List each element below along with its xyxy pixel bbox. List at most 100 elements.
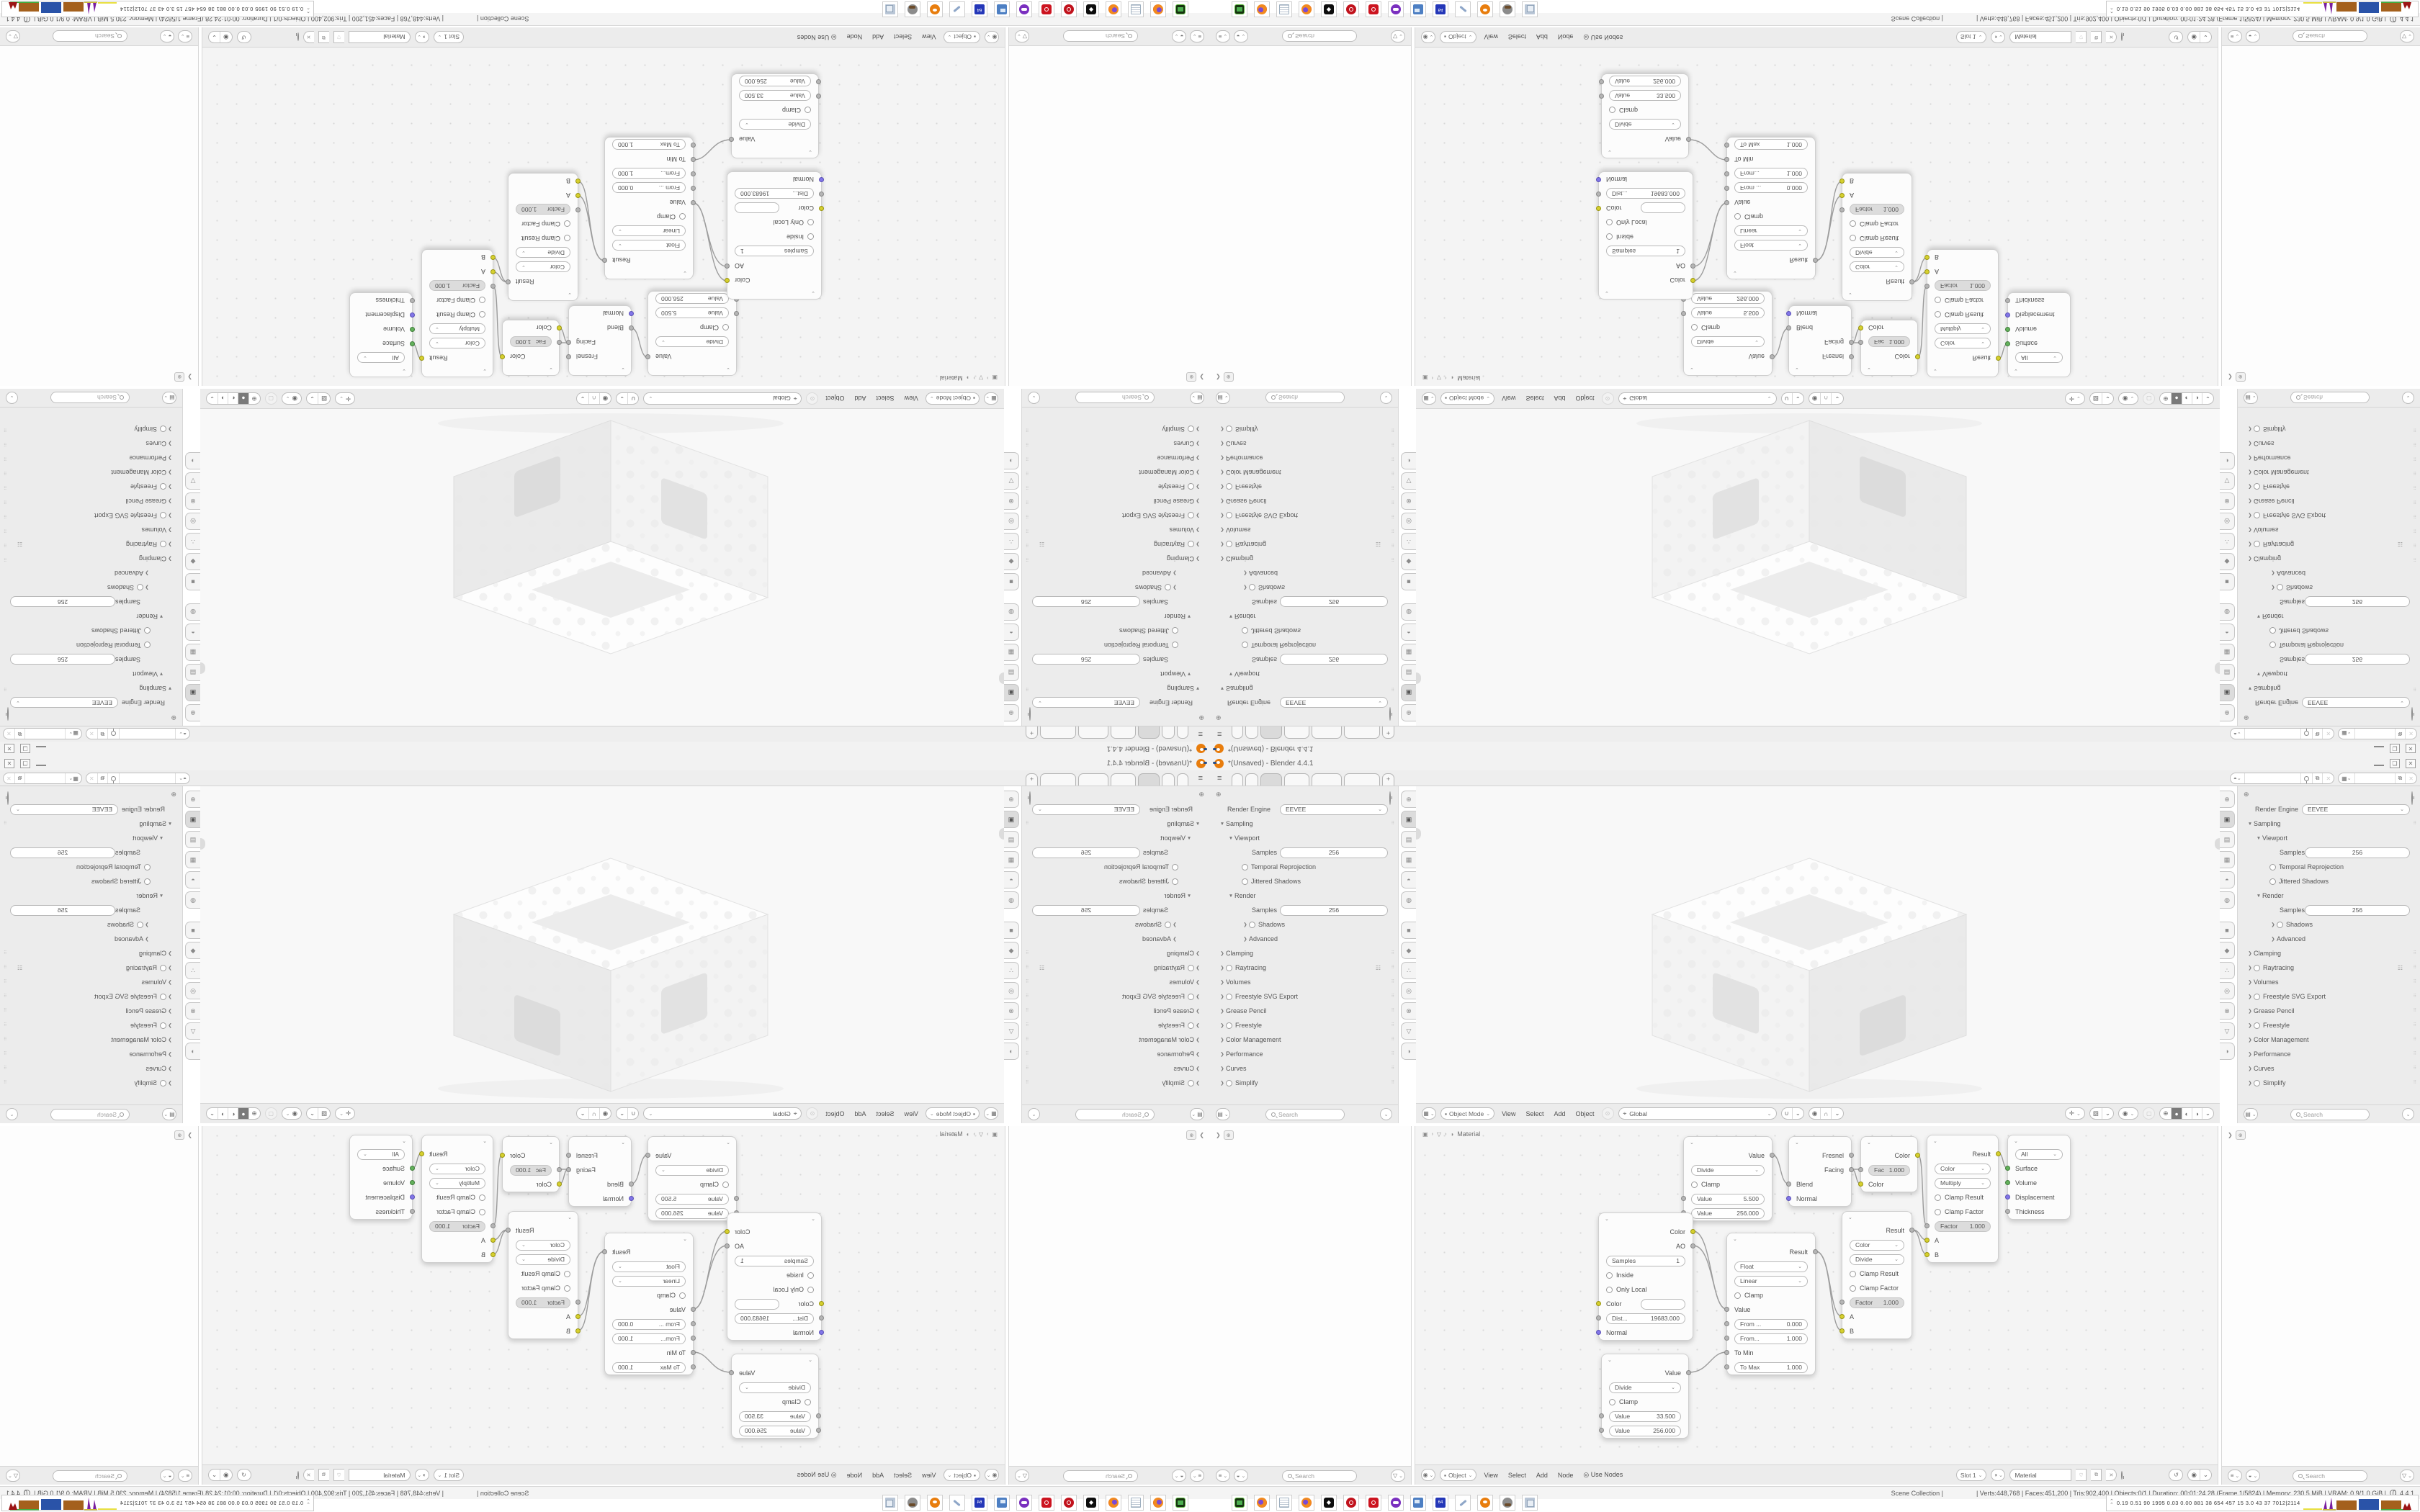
- dock-terminal-icon[interactable]: [1173, 1495, 1188, 1511]
- clamp-checkbox[interactable]: [1691, 324, 1698, 331]
- editor-type-button[interactable]: ▤ ⌄: [1216, 1108, 1230, 1120]
- render-engine-dropdown[interactable]: EEVEE ⌄: [1032, 804, 1140, 815]
- from-min-field[interactable]: From ... 0.000: [1734, 1318, 1808, 1330]
- proportional-editing-controls[interactable]: ◉ ∩ ⌄: [1808, 392, 1844, 405]
- editor-type-dropdown[interactable]: ▦ ⌄: [1422, 1107, 1436, 1120]
- section-freestyle-svg[interactable]: ❯ Freestyle SVG Export ⠿: [3, 512, 172, 519]
- tab-material-icon[interactable]: ◑: [1004, 452, 1019, 469]
- temporal-reprojection-row[interactable]: Temporal Reprojection: [1022, 638, 1210, 652]
- subsection-render[interactable]: ▼ Render: [1228, 613, 1256, 620]
- section-simplify[interactable]: ❯ Simplify ⠿: [1025, 426, 1200, 433]
- subsection-viewport[interactable]: ▼ Viewport: [1228, 834, 1260, 842]
- editor-type-button[interactable]: ▤ ⌄: [2244, 1108, 2258, 1120]
- to-max-field[interactable]: To Max 1.000: [612, 139, 686, 150]
- viewlayer-name-field[interactable]: [2355, 773, 2396, 783]
- from-max-field[interactable]: From... 1.000: [612, 1333, 686, 1344]
- data-type-dropdown[interactable]: Color ⌄: [516, 261, 570, 273]
- dock-firefox-2-icon[interactable]: [1106, 1495, 1121, 1511]
- search-input[interactable]: Search: [1265, 1108, 1345, 1120]
- tab-object-icon[interactable]: ■: [1004, 573, 1019, 590]
- menu-view[interactable]: View: [1502, 1110, 1516, 1117]
- tab-data-icon[interactable]: ▽: [2220, 1022, 2235, 1040]
- scene-icon[interactable]: ◓ ⌄: [175, 729, 189, 739]
- shading-solid-icon[interactable]: ●: [2172, 393, 2182, 404]
- sidebar-toggle-handle[interactable]: [2215, 838, 2220, 850]
- factor-field[interactable]: Factor 1.000: [429, 280, 485, 292]
- copy-icon[interactable]: ⧉: [2395, 729, 2406, 739]
- search-input[interactable]: Search: [50, 1108, 130, 1120]
- tab-output-icon[interactable]: ▤: [2220, 831, 2235, 848]
- dock-github-mascot-icon[interactable]: [1016, 1, 1032, 17]
- ambient-occlusion-node[interactable]: ⌄ Color AO Samples 1 Inside Only Local Co…: [725, 1212, 824, 1341]
- filter-funnel-button[interactable]: ▽ ⌄: [6, 30, 20, 42]
- data-type-dropdown[interactable]: Float ⌄: [612, 240, 686, 251]
- remove-icon[interactable]: ✕: [2408, 775, 2414, 782]
- proportional-editing-controls[interactable]: ◉ ∩ ⌄: [1808, 1107, 1844, 1120]
- clamp-checkbox[interactable]: [679, 213, 686, 220]
- section-curves[interactable]: ❯ Curves ⠿: [2248, 440, 2417, 447]
- math-node-divide-2[interactable]: ⌄ Value Divide ⌄ Clamp Value 33.500 Value 2…: [729, 1354, 821, 1439]
- section-color-management[interactable]: ❯ Color Management ⠿: [3, 469, 172, 476]
- value-field[interactable]: Value 256.000: [1609, 1425, 1681, 1436]
- clamp-factor-checkbox[interactable]: [1935, 1208, 1941, 1215]
- filter-funnel-button[interactable]: ▽ ⌄: [1391, 30, 1405, 42]
- filter-funnel-button[interactable]: ▽ ⌄: [2400, 30, 2414, 42]
- mix-node-divide[interactable]: ⌄ Result Color ⌄ Divide ⌄ Clamp Result Cla…: [1839, 173, 1914, 301]
- blend-mode-dropdown[interactable]: Multiply ⌄: [429, 1177, 485, 1189]
- collapse-chevron-icon[interactable]: ⌄: [1690, 1140, 1694, 1146]
- clamp-checkbox[interactable]: [1691, 1181, 1698, 1188]
- options-chevron[interactable]: ⌄: [1380, 392, 1392, 404]
- menu-view[interactable]: View: [904, 395, 918, 402]
- clamp-checkbox[interactable]: [805, 1398, 811, 1405]
- section-freestyle-svg[interactable]: ❯ Freestyle SVG Export ⠿: [3, 993, 172, 1000]
- menu-add[interactable]: Add: [1554, 395, 1566, 402]
- collapsed-panel[interactable]: ❯ ⊕: [174, 372, 192, 382]
- dock-notepad-icon[interactable]: [1128, 1, 1144, 17]
- section-performance[interactable]: ❯ Performance ⠿: [1220, 454, 1395, 462]
- render-engine-dropdown[interactable]: EEVEE ⌄: [10, 697, 118, 708]
- dock-dosbox-64-icon[interactable]: 64: [972, 1, 987, 17]
- tab-physics-icon[interactable]: ◎: [185, 982, 200, 999]
- viewlayer-name-field[interactable]: [24, 729, 66, 739]
- subsection-viewport[interactable]: ▼ Viewport: [1160, 670, 1192, 678]
- render-samples-field[interactable]: 256: [2305, 904, 2410, 916]
- menu-view[interactable]: View: [922, 33, 936, 41]
- tab-physics-icon[interactable]: ◎: [2220, 513, 2235, 530]
- collapse-chevron-icon[interactable]: ⌄: [549, 1140, 553, 1146]
- only-local-checkbox[interactable]: [807, 1286, 814, 1293]
- tab-material-icon[interactable]: ◑: [2220, 452, 2235, 469]
- tab-physics-icon[interactable]: ◎: [185, 513, 200, 530]
- collapse-chevron-icon[interactable]: ⌄: [1933, 368, 1937, 373]
- workspace-tab-1[interactable]: [1177, 726, 1188, 739]
- tab-viewlayer-icon[interactable]: ▦: [2220, 644, 2235, 661]
- render-engine-dropdown[interactable]: EEVEE ⌄: [1280, 804, 1388, 815]
- tab-particles-icon[interactable]: ∴: [2220, 533, 2235, 550]
- distance-field[interactable]: Dist... 19683.000: [735, 188, 814, 199]
- use-nodes-toggle[interactable]: ◎ Use Nodes: [1583, 1471, 1623, 1478]
- collapse-chevron-icon[interactable]: ⌄: [483, 1139, 487, 1144]
- editor-type-button[interactable]: ▤ ⌄: [1190, 1108, 1204, 1120]
- gizmos-dropdown[interactable]: ✛ ⌄: [2064, 392, 2085, 405]
- clamp-factor-checkbox[interactable]: [564, 1284, 570, 1292]
- section-freestyle-svg[interactable]: ❯ Freestyle SVG Export ⠿: [1025, 993, 1200, 1000]
- section-sampling[interactable]: ▼ Sampling ⠿: [2247, 685, 2417, 692]
- section-volumes[interactable]: ❯ Volumes ⠿: [1025, 526, 1200, 534]
- collapsed-panel[interactable]: ❯ ⊕: [174, 1130, 192, 1140]
- remove-icon[interactable]: ✕: [6, 775, 12, 782]
- tab-data-icon[interactable]: ▽: [185, 472, 200, 490]
- tab-constraints-icon[interactable]: ⊗: [1004, 492, 1019, 510]
- tab-scene-icon[interactable]: ◓: [185, 871, 200, 888]
- jittered-shadows-row[interactable]: Jittered Shadows: [1210, 624, 1398, 638]
- section-freestyle[interactable]: ❯ Freestyle ⠿: [1220, 483, 1395, 490]
- editor-type-dropdown[interactable]: ◉ ⌄: [985, 1469, 999, 1481]
- clamp-checkbox[interactable]: [679, 1292, 686, 1299]
- tab-world-icon[interactable]: ◍: [1004, 603, 1019, 621]
- display-mode-dropdown[interactable]: ≡ ⌄: [1190, 1470, 1204, 1482]
- temporal-reprojection-row[interactable]: Temporal Reprojection: [1022, 860, 1210, 874]
- tab-particles-icon[interactable]: ∴: [2220, 962, 2235, 979]
- samples-field[interactable]: Samples 1: [1606, 1255, 1685, 1266]
- close-button[interactable]: ✕: [2406, 759, 2416, 768]
- render-samples-field[interactable]: 256: [10, 904, 115, 916]
- mix-node-multiply[interactable]: ⌄ Result Color ⌄ Multiply ⌄ Clamp Result C…: [1924, 1135, 2001, 1263]
- subsection-render[interactable]: ▼ Render: [136, 892, 164, 899]
